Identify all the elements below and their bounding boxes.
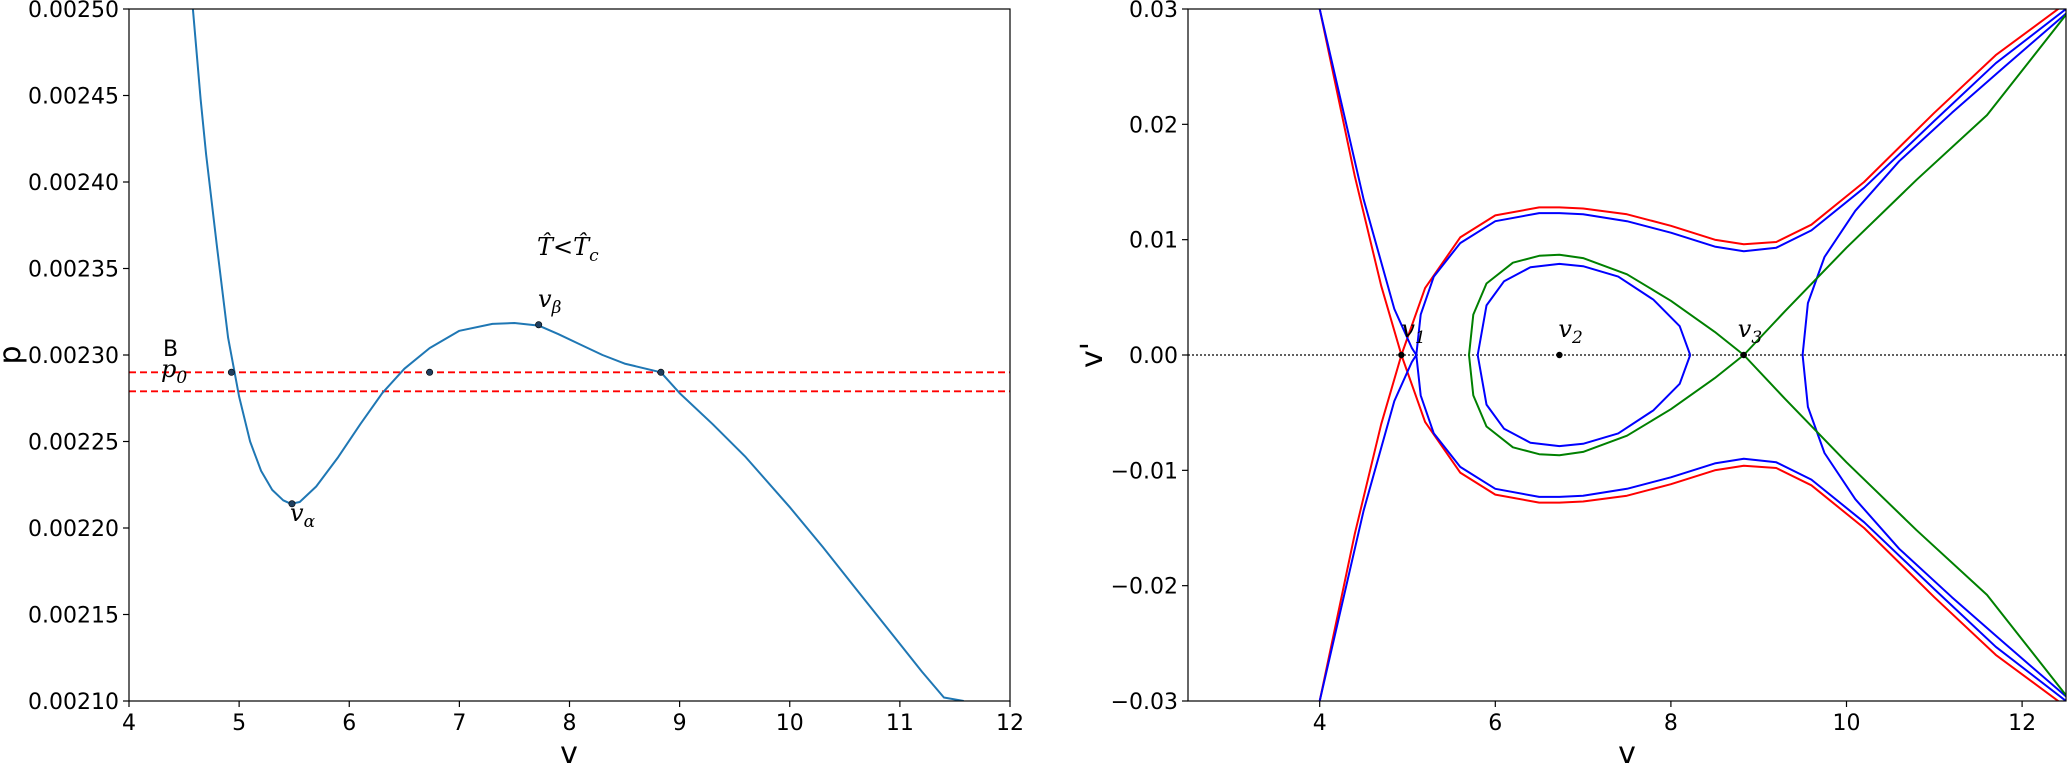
marked-point: [288, 500, 296, 508]
trajectory-upper: [1318, 9, 2060, 356]
left-xtick-label: 4: [122, 711, 136, 736]
left-xtick-label: 9: [673, 711, 687, 736]
left-xtick-label: 5: [232, 711, 246, 736]
left-xtick-label: 11: [886, 711, 914, 736]
right-ticks: 4 6 8 10 12 −0.03 −0.02 −0.01 0.00 0.01 0.02 0.03: [1111, 0, 2037, 736]
right-xlabel: v: [1618, 736, 1636, 763]
right-ytick-label: 0.01: [1129, 229, 1178, 254]
right-xtick-label: 12: [2008, 711, 2036, 736]
fixed-point-label: v1: [1401, 315, 1425, 348]
isotherm-curve: [191, 9, 964, 701]
trajectory-upper: [1801, 12, 2066, 356]
left-ylabel: p: [0, 345, 28, 364]
right-xtick-label: 8: [1664, 711, 1678, 736]
left-ytick-label: 0.00240: [28, 171, 119, 196]
left-chart: 4 5 6 7 8 9 10 11 12 0.00210 0.00215 0.00220 0.00225…: [0, 0, 1024, 763]
fixed-point: [1740, 351, 1747, 359]
trajectory-lower: [1318, 354, 2066, 701]
fixed-point-label: v3: [1738, 315, 1762, 348]
fixed-point: [1398, 351, 1405, 359]
right-ylabel: v': [1075, 342, 1110, 368]
left-ytick-label: 0.00230: [28, 344, 119, 369]
trajectory-lower: [1801, 354, 2066, 698]
trajectory-upper: [1468, 14, 2066, 356]
left-ytick-label: 0.00215: [28, 604, 119, 629]
fixed-point: [1556, 351, 1563, 359]
b-label: B: [163, 337, 178, 362]
left-xlabel: v: [560, 736, 578, 763]
right-ytick-label: −0.01: [1111, 459, 1178, 484]
left-plot-area: [129, 9, 1010, 701]
left-ytick-label: 0.00235: [28, 258, 119, 283]
v-beta-label: vβ: [538, 285, 562, 318]
trajectory-lower: [1318, 354, 2060, 701]
left-xtick-label: 8: [563, 711, 577, 736]
right-xtick-label: 4: [1313, 711, 1327, 736]
marked-point: [227, 368, 235, 376]
right-ytick-label: 0.03: [1129, 0, 1178, 23]
marked-point: [426, 368, 434, 376]
fixed-point-labels: v1 v2 v3: [1401, 315, 1762, 348]
left-ytick-label: 0.00210: [28, 690, 119, 715]
left-xtick-label: 10: [776, 711, 804, 736]
marked-point: [657, 368, 665, 376]
right-axes-frame: [1187, 8, 2067, 702]
fixed-point-label: v2: [1558, 315, 1582, 348]
left-ticks: 4 5 6 7 8 9 10 11 12 0.00210 0.00215 0.00220 0.00225…: [28, 0, 1024, 736]
trajectory-upper: [1476, 262, 1692, 356]
right-xtick-label: 6: [1488, 711, 1502, 736]
right-xtick-label: 10: [1833, 711, 1861, 736]
right-plot-area: [1188, 9, 2066, 701]
temperature-condition-label: T̂<T̂c: [537, 233, 599, 266]
right-ytick-label: 0.00: [1129, 344, 1178, 369]
trajectory-upper: [1318, 9, 2066, 356]
right-ytick-label: −0.02: [1111, 575, 1178, 600]
left-ytick-label: 0.00245: [28, 85, 119, 110]
left-ytick-label: 0.00225: [28, 431, 119, 456]
left-ytick-label: 0.00220: [28, 517, 119, 542]
trajectory-lower: [1468, 354, 2066, 696]
left-ytick-label: 0.00250: [28, 0, 119, 23]
right-ytick-label: 0.02: [1129, 113, 1178, 138]
left-xtick-label: 12: [996, 711, 1024, 736]
v-alpha-label: vα: [290, 499, 316, 532]
right-ytick-label: −0.03: [1111, 690, 1178, 715]
right-chart: 4 6 8 10 12 −0.03 −0.02 −0.01 0.00 0.01 0.02 0.03 v…: [1075, 0, 2067, 763]
p0-label: p0: [161, 355, 187, 388]
marked-point: [535, 321, 543, 329]
left-xtick-label: 7: [452, 711, 466, 736]
left-axes-frame: [128, 8, 1011, 702]
trajectory-lower: [1476, 354, 1692, 448]
left-xtick-label: 6: [342, 711, 356, 736]
